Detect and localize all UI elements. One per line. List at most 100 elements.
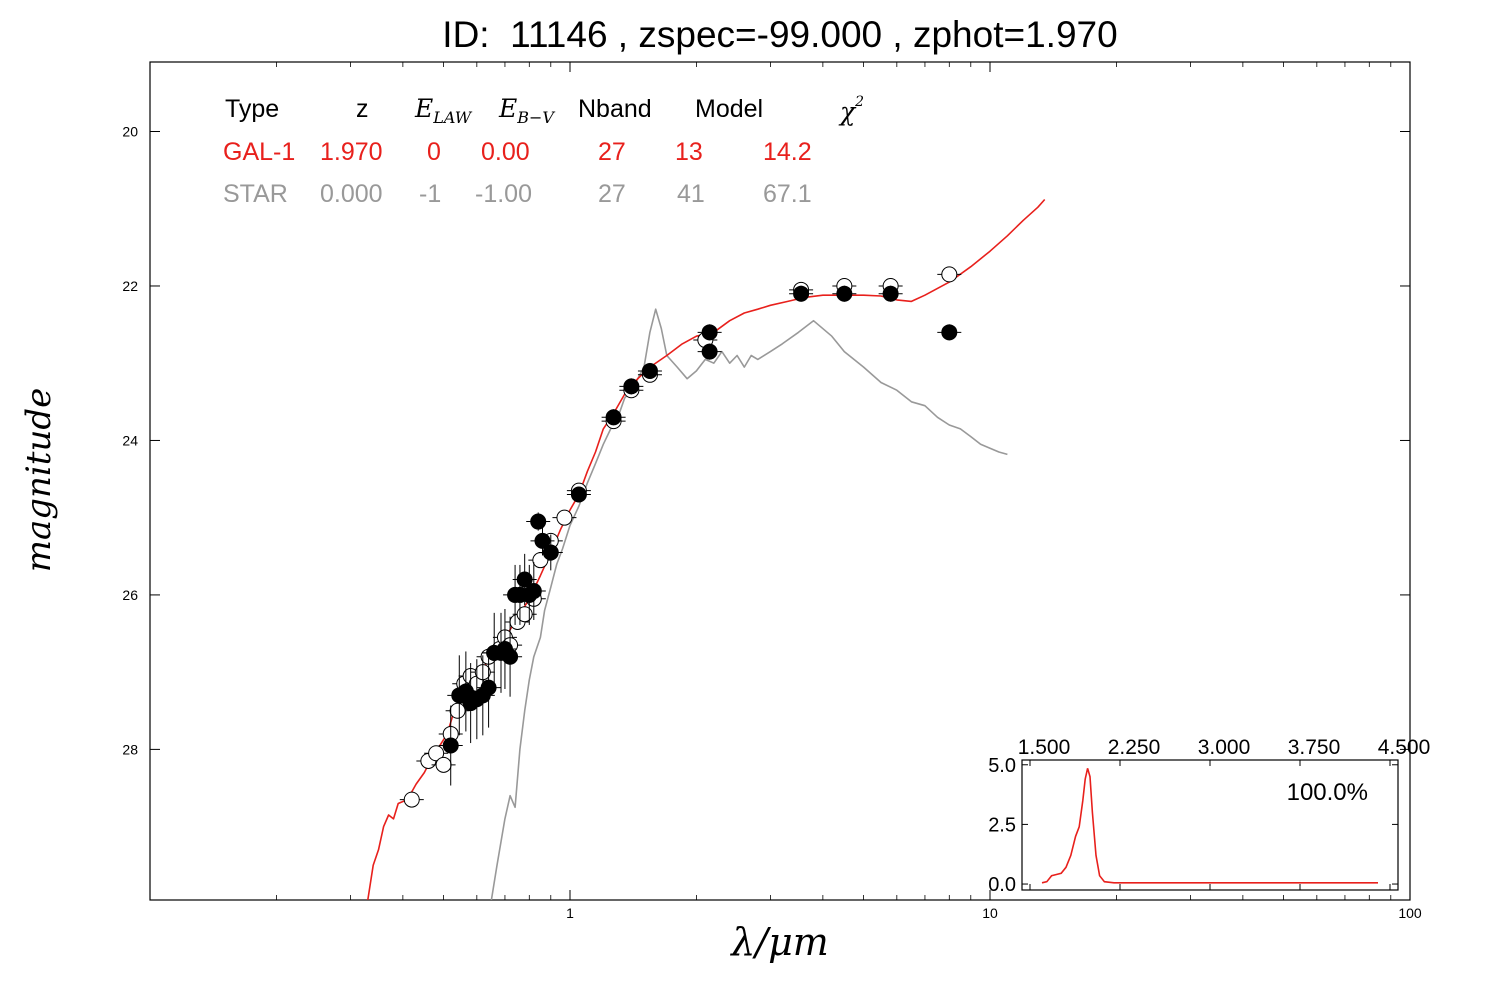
model-flux-point — [552, 509, 577, 526]
y-tick-label: 28 — [122, 741, 138, 757]
model-flux-point — [445, 702, 470, 719]
fit-row-star: STAR 0.000 -1 -1.00 27 41 67.1 — [223, 180, 812, 208]
observed-flux-point — [498, 616, 523, 697]
open-marker — [435, 756, 452, 773]
gal-chi2: 14.2 — [763, 138, 812, 166]
gal-z: 1.970 — [320, 138, 383, 166]
y-axis-label: magnitude — [19, 388, 59, 573]
inset-x-tick-label: 3.750 — [1288, 736, 1341, 759]
header-ebv-base: E — [498, 94, 517, 123]
header-nband: Nband — [578, 95, 652, 123]
gal-ebv: 0.00 — [481, 138, 530, 166]
observed-flux-point — [521, 562, 546, 620]
x-tick-label: 1 — [566, 905, 574, 921]
inset-x-tick-label: 4.500 — [1378, 736, 1431, 759]
gal-model: 13 — [675, 138, 703, 166]
inset-x-tick-label: 2.250 — [1108, 736, 1161, 759]
y-tick-label: 20 — [122, 124, 138, 140]
header-chi2-sup: 2 — [854, 94, 864, 110]
inset-y-tick-label: 5.0 — [988, 755, 1016, 777]
filled-marker — [570, 486, 587, 503]
observed-flux-point — [476, 647, 501, 728]
observed-flux-point — [538, 534, 563, 571]
observed-flux-point — [601, 409, 626, 426]
header-chi2: χ2 — [838, 94, 864, 126]
observed-flux-point — [878, 285, 903, 302]
star-nband: 27 — [598, 180, 626, 208]
observed-flux-point — [470, 655, 495, 736]
filled-marker — [793, 285, 810, 302]
observed-flux-point — [832, 285, 857, 302]
observed-flux-point — [697, 324, 722, 341]
observed-flux-point — [526, 512, 551, 531]
model-flux-point — [399, 791, 424, 808]
filled-marker — [941, 324, 958, 341]
header-chi2-base: χ — [838, 97, 857, 126]
header-z: z — [356, 95, 369, 123]
star-type: STAR — [223, 180, 288, 208]
observed-flux-point — [637, 362, 662, 379]
star-ebv: -1.00 — [475, 180, 532, 208]
main-plot-frame — [149, 61, 1411, 901]
model-flux-point — [424, 745, 449, 762]
filled-marker — [542, 544, 559, 561]
fit-table: Type z ELAW EB−V Nband Model χ2 GAL-1 1.… — [223, 94, 864, 208]
pdz-line — [1041, 768, 1378, 884]
star-elaw: -1 — [419, 180, 441, 208]
star-template-line — [490, 308, 1008, 900]
filled-marker — [623, 378, 640, 395]
star-chi2: 67.1 — [763, 180, 812, 208]
inset-x-tick-label: 1.500 — [1018, 736, 1071, 759]
open-marker — [516, 606, 533, 623]
filled-marker — [605, 409, 622, 426]
fit-table-header: Type z ELAW EB−V Nband Model χ2 — [225, 94, 864, 127]
filled-marker — [502, 648, 519, 665]
inset-y-tick-label: 2.5 — [988, 814, 1016, 836]
filled-marker — [641, 362, 658, 379]
filled-marker — [442, 737, 459, 754]
observed-flux-point — [937, 324, 962, 341]
header-ebv: EB−V — [498, 94, 555, 127]
header-model: Model — [695, 95, 763, 123]
filled-marker — [701, 324, 718, 341]
y-tick-label: 26 — [122, 587, 138, 603]
filled-marker — [882, 285, 899, 302]
gal-type: GAL-1 — [223, 138, 295, 166]
header-elaw-sub: LAW — [432, 108, 473, 127]
filled-marker — [530, 513, 547, 530]
filled-marker — [701, 343, 718, 360]
observed-flux-point — [789, 285, 814, 302]
observed-flux-point — [697, 343, 722, 360]
header-elaw-base: E — [414, 94, 433, 123]
x-tick-label: 10 — [982, 905, 998, 921]
fit-row-galaxy: GAL-1 1.970 0 0.00 27 13 14.2 — [223, 138, 812, 166]
filled-marker — [480, 679, 497, 696]
star-z: 0.000 — [320, 180, 383, 208]
chart-title: ID: 11146 , zspec=-99.000 , zphot=1.970 — [442, 14, 1118, 55]
filled-marker — [525, 583, 542, 600]
open-marker — [941, 266, 958, 283]
filled-marker — [534, 532, 551, 549]
y-tick-label: 22 — [122, 278, 138, 294]
gal-nband: 27 — [598, 138, 626, 166]
inset-y-tick-label: 0.0 — [988, 874, 1016, 896]
model-flux-point — [431, 756, 456, 773]
galaxy-template-line — [367, 198, 1046, 900]
observed-flux-point — [453, 651, 478, 732]
open-marker — [556, 509, 573, 526]
header-type: Type — [225, 95, 279, 123]
model-flux-point — [512, 606, 537, 623]
y-tick-label: 24 — [122, 432, 138, 448]
observed-flux-point — [619, 378, 644, 395]
gal-elaw: 0 — [427, 138, 441, 166]
x-axis-label: λ/μm — [729, 920, 829, 964]
observed-flux-point — [438, 705, 463, 786]
header-elaw: ELAW — [414, 94, 473, 127]
x-tick-label: 100 — [1398, 905, 1422, 921]
filled-marker — [516, 571, 533, 588]
open-marker — [428, 745, 445, 762]
inset-x-tick-label: 3.000 — [1198, 736, 1251, 759]
inset-annotation: 100.0% — [1287, 779, 1368, 806]
model-flux-point — [937, 266, 962, 283]
